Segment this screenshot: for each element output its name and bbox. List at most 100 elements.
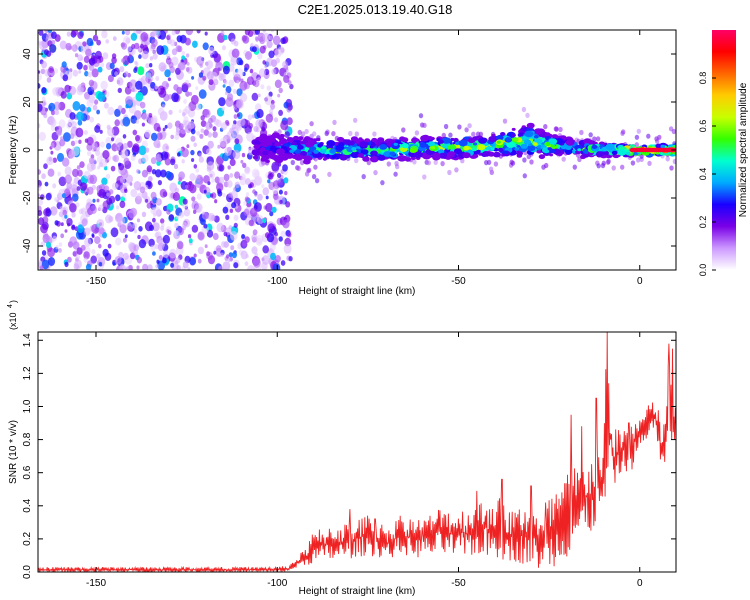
signal-blob <box>447 151 456 157</box>
signal-blob <box>401 155 408 161</box>
signal-blob <box>420 135 430 142</box>
noise-speckle <box>208 214 213 220</box>
noise-speckle <box>222 206 229 214</box>
noise-speckle <box>262 60 267 65</box>
noise-speckle <box>157 243 165 251</box>
noise-speckle <box>239 118 246 126</box>
noise-speckle <box>215 61 224 72</box>
noise-speckle <box>86 98 94 108</box>
noise-speckle <box>167 230 172 236</box>
noise-speckle <box>133 244 139 252</box>
noise-speckle <box>239 176 247 186</box>
noise-speckle <box>189 173 196 181</box>
noise-speckle <box>105 39 109 44</box>
noise-speckle <box>185 67 190 72</box>
noise-speckle <box>136 192 143 200</box>
noise-speckle <box>152 217 156 223</box>
noise-speckle <box>84 70 89 77</box>
noise-speckle <box>232 187 237 192</box>
noise-speckle <box>64 166 72 176</box>
signal-blob <box>526 122 535 129</box>
halo-speckle <box>422 122 427 128</box>
noise-speckle <box>107 74 114 83</box>
noise-speckle <box>138 145 147 156</box>
noise-speckle <box>162 127 166 132</box>
noise-speckle <box>119 263 125 270</box>
noise-speckle <box>228 192 233 198</box>
noise-speckle <box>247 265 255 270</box>
snr-y-label: SNR (10 * v/v) <box>8 420 19 484</box>
noise-speckle <box>155 76 160 81</box>
halo-speckle <box>311 174 317 180</box>
noise-speckle <box>75 254 81 260</box>
signal-blob <box>516 151 523 156</box>
noise-speckle <box>216 245 222 252</box>
noise-speckle <box>233 40 239 47</box>
halo-speckle <box>354 158 359 164</box>
noise-speckle <box>46 156 54 166</box>
noise-speckle <box>193 253 197 258</box>
halo-speckle <box>307 167 312 173</box>
halo-speckle <box>457 124 462 130</box>
halo-speckle <box>290 159 295 166</box>
noise-speckle <box>144 221 153 232</box>
noise-speckle <box>247 30 254 37</box>
noise-speckle <box>155 169 162 178</box>
noise-speckle <box>236 88 243 97</box>
noise-speckle <box>233 114 238 119</box>
colorbar-tick-label: 0.6 <box>698 120 708 133</box>
halo-speckle <box>373 170 378 176</box>
signal-blob <box>473 142 478 146</box>
signal-blob <box>371 143 376 147</box>
signal-blob <box>488 136 497 142</box>
halo-speckle <box>353 117 358 123</box>
noise-speckle <box>211 178 215 183</box>
halo-speckle <box>331 131 336 137</box>
signal-blob <box>253 144 261 150</box>
noise-speckle <box>181 148 189 158</box>
y-tick-label: 0.8 <box>22 432 33 446</box>
noise-speckle <box>69 112 76 120</box>
noise-speckle <box>218 97 226 107</box>
signal-blob <box>554 138 564 145</box>
noise-speckle <box>204 31 208 36</box>
noise-speckle <box>251 92 259 101</box>
halo-speckle <box>646 133 651 139</box>
signal-blob <box>545 132 551 137</box>
signal-blob <box>410 156 416 161</box>
snr-x-label: Height of straight line (km) <box>299 586 416 597</box>
noise-speckle <box>223 173 230 182</box>
halo-speckle <box>634 134 640 140</box>
noise-speckle <box>199 133 204 139</box>
noise-speckle <box>273 117 279 123</box>
noise-speckle <box>178 212 184 219</box>
noise-speckle <box>138 239 147 249</box>
noise-speckle <box>213 118 220 126</box>
noise-speckle <box>197 258 202 264</box>
halo-speckle <box>327 171 332 177</box>
noise-speckle <box>101 30 108 39</box>
noise-speckle <box>71 212 76 218</box>
halo-speckle <box>418 113 424 119</box>
halo-speckle <box>412 159 417 165</box>
noise-speckle <box>142 44 149 52</box>
y-tick-label: 0.4 <box>22 498 33 512</box>
noise-speckle <box>165 170 172 179</box>
noise-speckle <box>210 193 214 198</box>
noise-speckle <box>78 70 82 74</box>
noise-speckle <box>185 124 192 134</box>
noise-speckle <box>135 30 142 34</box>
noise-speckle <box>103 185 110 193</box>
signal-blob <box>512 137 519 142</box>
noise-speckle <box>92 198 96 203</box>
noise-speckle <box>161 104 166 108</box>
noise-speckle <box>38 169 41 175</box>
noise-speckle <box>226 254 230 259</box>
noise-speckle <box>245 192 250 197</box>
noise-speckle <box>256 215 264 225</box>
noise-speckle <box>233 214 239 221</box>
noise-speckle <box>214 176 220 184</box>
noise-speckle <box>125 174 133 184</box>
noise-speckle <box>243 200 248 206</box>
noise-speckle <box>85 48 92 57</box>
